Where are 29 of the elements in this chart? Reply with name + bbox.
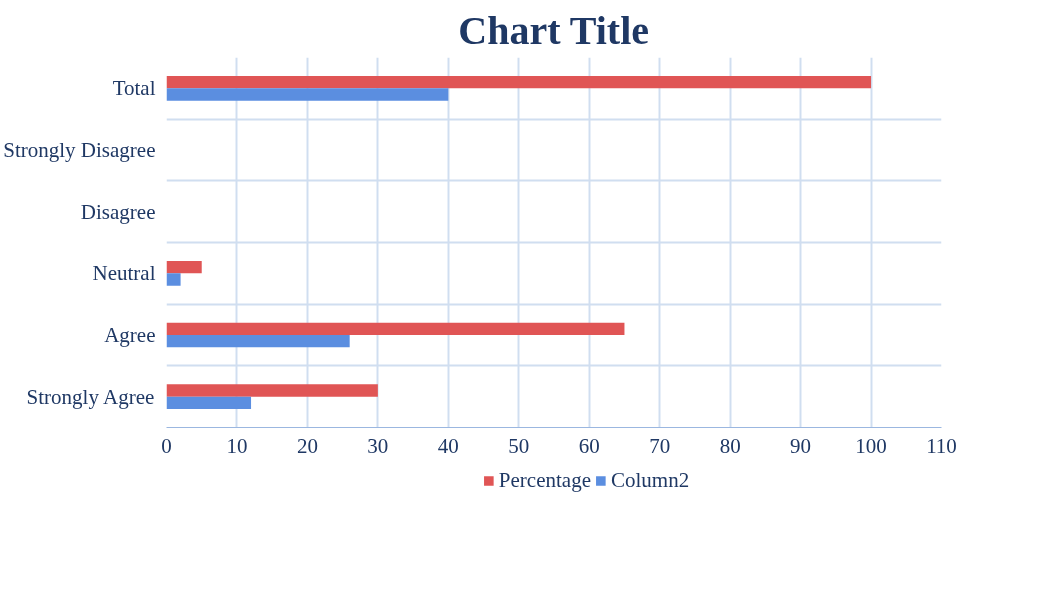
x-tick-label: 10	[226, 433, 248, 458]
legend-label: Column2	[610, 467, 690, 493]
x-tick-label: 0	[161, 433, 172, 458]
y-tick-label: Strongly Disagree	[3, 138, 156, 162]
y-tick-label: Agree	[104, 323, 156, 347]
legend-label: Percentage	[498, 467, 591, 493]
x-tick-label: 30	[367, 433, 389, 458]
x-tick-label: 20	[296, 433, 318, 458]
x-tick-label: 50	[508, 433, 530, 458]
bar	[166, 261, 202, 274]
x-tick-label: 100	[855, 433, 887, 458]
x-tick-label: 60	[578, 433, 600, 458]
bar	[166, 396, 252, 409]
x-tick-label: 90	[790, 433, 812, 458]
bar	[166, 76, 872, 89]
bar	[166, 384, 378, 397]
bar	[166, 322, 625, 335]
y-tick-label: Strongly Agree	[26, 384, 155, 409]
x-tick-label: 40	[437, 433, 459, 458]
x-tick-label: 70	[649, 433, 671, 458]
y-tick-label: Total	[112, 76, 156, 101]
y-tick-label: Disagree	[80, 199, 156, 224]
chart-title: Chart Title	[458, 7, 650, 53]
y-tick-label: Neutral	[92, 261, 156, 286]
bar	[166, 88, 449, 101]
x-tick-label: 80	[719, 433, 741, 458]
bar	[166, 335, 350, 348]
x-tick-label: 110	[926, 433, 957, 458]
bar	[166, 273, 181, 286]
